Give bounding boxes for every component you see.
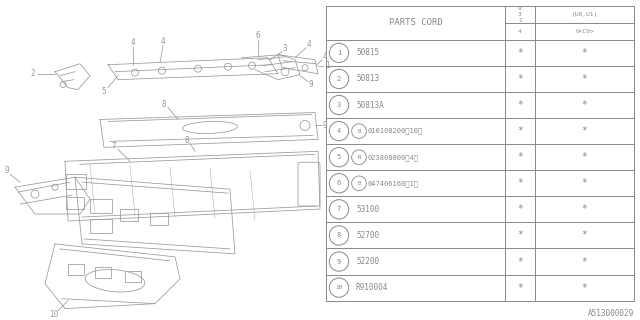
Text: *: * [582,48,588,58]
Text: 52700: 52700 [356,231,379,240]
Text: *: * [517,152,523,162]
Text: *: * [517,283,523,292]
Bar [120,209,138,221]
Bar [90,199,112,213]
Text: *: * [517,178,523,188]
Text: 3: 3 [337,102,341,108]
Text: 50815: 50815 [356,48,379,57]
Text: *: * [582,74,588,84]
Text: 2: 2 [31,69,35,78]
Text: 4: 4 [131,38,135,47]
Text: 4: 4 [337,128,341,134]
Bar [95,267,111,278]
Text: 2: 2 [337,76,341,82]
Text: 7: 7 [112,142,116,151]
Text: 9: 9 [4,166,10,175]
Text: 9: 9 [323,121,327,130]
Text: *: * [582,204,588,214]
Text: N: N [357,155,360,160]
Bar [125,271,141,282]
Text: *: * [582,178,588,188]
Text: 9: 9 [337,259,341,265]
Text: 50813: 50813 [356,75,379,84]
Text: 047406160（1）: 047406160（1） [367,180,419,187]
Text: 8: 8 [337,232,341,238]
Bar [66,174,86,189]
Text: 9: 9 [308,80,314,89]
Text: *: * [517,230,523,240]
Text: 6: 6 [337,180,341,186]
Text: R910004: R910004 [356,283,388,292]
Text: *: * [582,283,588,292]
Bar [150,213,168,225]
Text: 4: 4 [307,40,311,49]
Text: *: * [517,74,523,84]
Text: 1: 1 [337,50,341,56]
Bar [326,6,634,301]
Text: *: * [517,257,523,267]
Bar [90,219,112,233]
Text: 4: 4 [323,52,327,61]
Text: 10: 10 [49,310,59,319]
Text: 4: 4 [518,29,522,34]
Text: 4: 4 [161,37,165,46]
Text: *: * [582,230,588,240]
Bar [68,264,84,275]
Text: 7: 7 [337,206,341,212]
Text: *: * [582,152,588,162]
Text: *: * [582,100,588,110]
Text: *: * [582,126,588,136]
Text: 8: 8 [162,100,166,109]
Text: *: * [517,100,523,110]
Text: PARTS CORD: PARTS CORD [388,18,442,28]
Text: U<C0>: U<C0> [575,29,594,34]
Text: 5: 5 [337,154,341,160]
Text: 6: 6 [256,31,260,40]
Text: 9
3
2: 9 3 2 [518,6,522,23]
Text: *: * [517,48,523,58]
Text: *: * [582,257,588,267]
Text: B: B [357,181,360,186]
Text: 50813A: 50813A [356,100,384,109]
Text: *: * [517,126,523,136]
Text: 023808000（4）: 023808000（4） [367,154,419,161]
Bar [66,197,84,209]
Text: 5: 5 [102,87,106,96]
Text: 53100: 53100 [356,205,379,214]
Text: *: * [517,204,523,214]
Text: B: B [357,129,360,134]
Text: A513000029: A513000029 [588,308,634,318]
Text: (U0,U1): (U0,U1) [572,12,598,17]
Text: 8: 8 [185,136,189,145]
Text: 52200: 52200 [356,257,379,266]
Text: 10: 10 [335,285,343,290]
Text: 1: 1 [324,61,330,70]
Text: 010108200（10）: 010108200（10） [367,128,422,134]
Text: 3: 3 [283,44,287,53]
